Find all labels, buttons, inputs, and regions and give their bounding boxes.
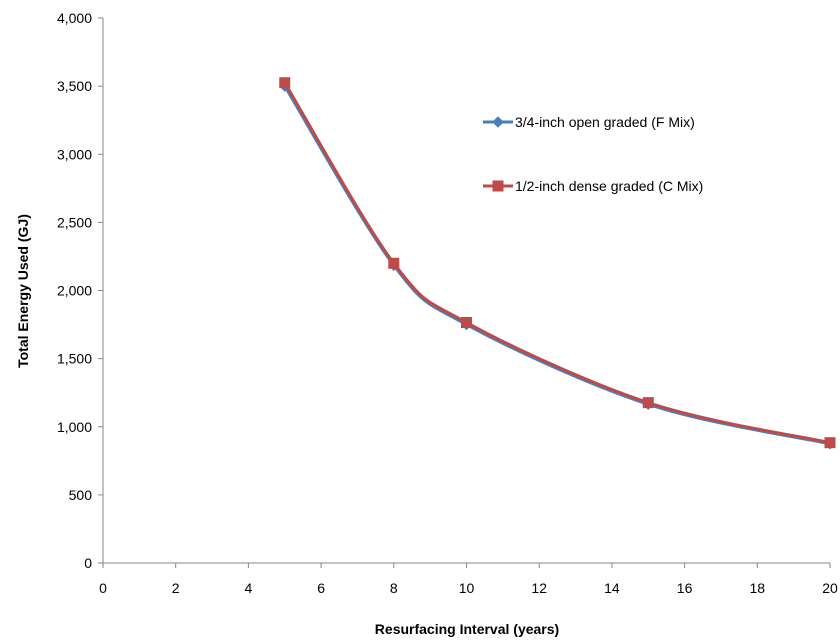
legend-diamond-point (492, 116, 504, 128)
x-tick-label: 12 (531, 580, 547, 596)
y-tick-label: 4,000 (57, 10, 92, 26)
series-2 (279, 77, 836, 449)
y-tick-label: 0 (84, 555, 92, 571)
y-tick-label: 3,000 (57, 146, 92, 162)
x-tick-label: 4 (245, 580, 253, 596)
y-tick-label: 1,500 (57, 351, 92, 367)
series-1 (279, 80, 836, 450)
series-2-square-point (279, 77, 291, 89)
series-layer (279, 77, 836, 450)
x-tick-label: 20 (822, 580, 838, 596)
x-axis-title: Resurfacing Interval (years) (375, 621, 559, 637)
series-2-square-point (642, 397, 654, 409)
chart-axes: 0 500 1,000 1,500 2,000 2,500 3,000 3,500 4,000 0… (57, 10, 838, 596)
y-axis-title: Total Energy Used (GJ) (15, 214, 31, 368)
x-tick-label: 8 (390, 580, 398, 596)
legend: 3/4-inch open graded (F Mix) 1/2-inch den… (483, 114, 703, 194)
legend-item-1: 3/4-inch open graded (F Mix) (483, 114, 695, 130)
x-tick-label: 6 (317, 580, 325, 596)
series-2-square-point (461, 317, 472, 329)
series-2-square-point (388, 257, 400, 269)
legend-label: 1/2-inch dense graded (C Mix) (515, 178, 703, 194)
legend-item-2: 1/2-inch dense graded (C Mix) (483, 178, 703, 194)
y-tick-label: 1,000 (57, 419, 92, 435)
x-tick-label: 2 (172, 580, 180, 596)
x-tick-label: 0 (99, 580, 107, 596)
legend-label: 3/4-inch open graded (F Mix) (515, 114, 695, 130)
legend-square-point (492, 180, 504, 192)
x-tick-label: 10 (459, 580, 475, 596)
x-tick-label: 14 (604, 580, 620, 596)
y-tick-label: 2,000 (57, 283, 92, 299)
y-tick-label: 2,500 (57, 214, 92, 230)
y-tick-label: 3,500 (57, 78, 92, 94)
x-tick-label: 16 (677, 580, 693, 596)
series-1-line (283, 84, 832, 446)
series-2-line (283, 81, 832, 445)
series-2-square-point (824, 437, 836, 449)
y-tick-label: 500 (69, 487, 93, 503)
x-tick-label: 18 (750, 580, 766, 596)
